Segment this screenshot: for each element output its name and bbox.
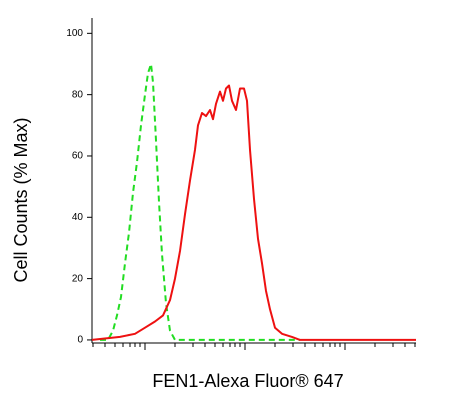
y-tick-label: 100	[66, 28, 83, 39]
histogram-line	[100, 63, 300, 341]
y-tick-label: 40	[72, 212, 84, 223]
y-tick-label: 0	[77, 335, 83, 346]
y-axis-title: Cell Counts (% Max)	[11, 117, 31, 282]
y-tick-label: 60	[72, 151, 84, 162]
histogram-line	[91, 84, 416, 341]
y-tick-label: 20	[72, 273, 84, 284]
x-axis-title: FEN1-Alexa Fluor® 647	[152, 371, 343, 391]
y-tick-label: 80	[72, 89, 84, 100]
